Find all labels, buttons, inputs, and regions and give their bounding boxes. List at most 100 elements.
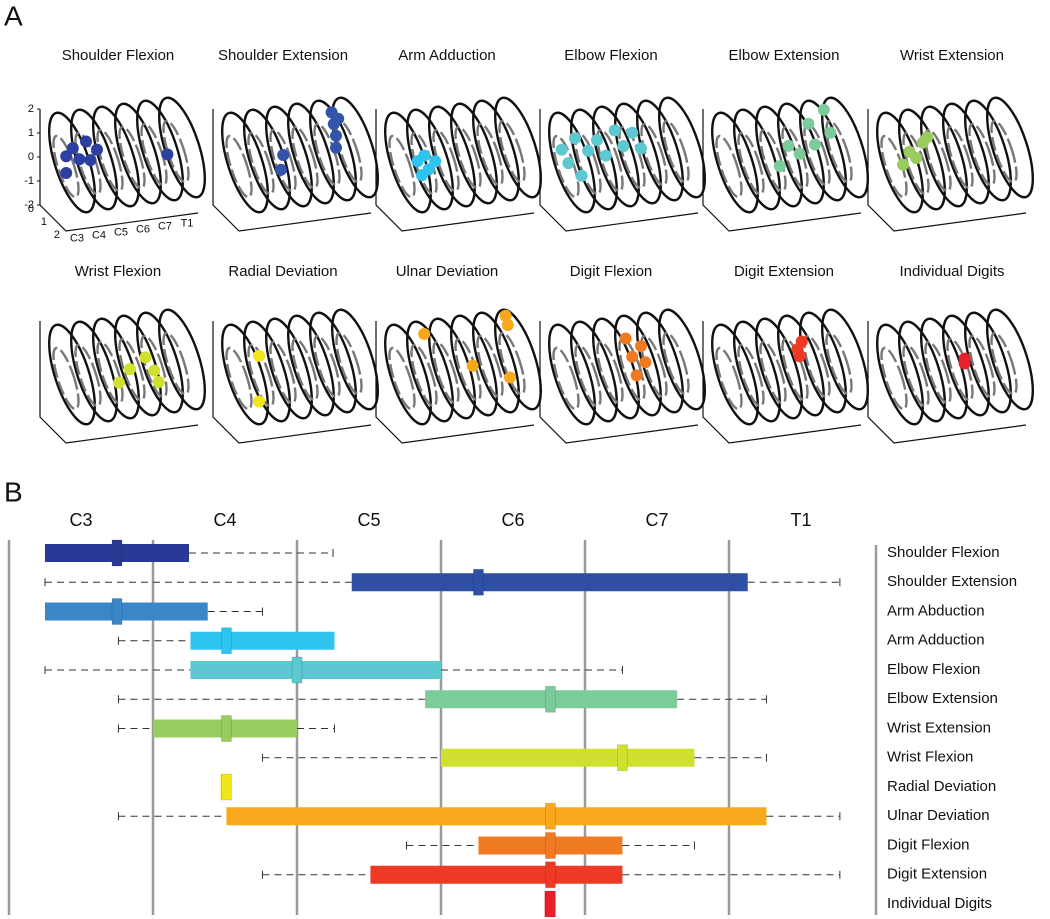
z-tick-label: 2 [54,229,60,241]
axis-frame [375,321,535,444]
cord-gray [574,343,602,408]
cord-outline [265,317,313,420]
cord-gray [162,119,190,184]
cord-gray [74,343,102,408]
median [472,568,484,596]
panel-title: Wrist Extension [900,47,1004,64]
cord-gray [946,125,974,190]
row-label: Individual Digits [887,895,992,912]
data-point [332,112,345,125]
cord-outline [136,311,184,414]
cord-outline [287,314,335,417]
cord-gray [968,122,996,187]
cord-gray [225,346,253,411]
cord-gray [476,122,504,187]
panel-title: Shoulder Extension [218,47,348,64]
cord-gray [291,337,319,402]
cord-outline [876,323,924,426]
data-point [562,157,575,170]
cord-gray [247,131,275,196]
row-label: Elbow Flexion [887,661,980,678]
median [220,715,232,742]
cord-outline [309,99,357,202]
cord-gray [269,128,297,193]
row-label: Ulnar Deviation [887,807,990,824]
median [544,890,556,918]
cord-gray [924,340,952,405]
cord-gray [618,125,646,190]
data-point [330,141,342,154]
cord-gray [990,119,1018,184]
cord-outline [799,99,847,202]
median [544,802,556,830]
cord-gray [388,346,416,411]
cord-gray [96,340,124,405]
segment-label: C5 [357,510,380,530]
box [190,661,441,679]
data-point [499,309,512,322]
panel-title: Elbow Extension [729,47,840,64]
cord-outline [70,320,118,423]
panel-title: Wrist Flexion [75,263,161,280]
cord-gray [640,122,668,187]
cord-outline [964,311,1012,414]
cord-gray [498,119,526,184]
row-label: Arm Abduction [887,602,985,619]
cord-outline [243,320,291,423]
row-label: Shoulder Flexion [887,544,1000,561]
data-point [84,154,97,167]
cord-gray [902,343,930,408]
panel-title: Radial Deviation [228,263,337,280]
data-point [60,150,73,163]
cord-outline [136,99,184,202]
cord-outline [472,99,520,202]
cord-outline [265,105,313,208]
cord-gray [990,331,1018,396]
box [351,573,748,592]
data-point [161,148,174,161]
data-point [958,357,971,370]
box [45,602,208,621]
data-point [824,126,837,139]
panel-title: Digit Flexion [570,263,653,280]
median [616,744,628,772]
cord-outline [711,111,759,214]
cord-gray [596,128,624,193]
panel-label: B [4,476,23,507]
cord-gray [759,128,787,193]
cord-gray [781,337,809,402]
cord-gray [432,340,460,405]
cord-outline [658,308,706,411]
cord-gray [924,128,952,193]
panel-label: A [4,0,23,31]
cord-outline [450,314,498,417]
cord-outline [221,111,269,214]
cord-outline [733,320,781,423]
axis-frame [212,321,372,444]
median [544,832,556,859]
data-point [802,117,815,130]
cord-gray [118,337,146,402]
cord-gray [313,334,341,399]
cord-outline [920,105,968,208]
data-point [422,163,435,176]
data-point [139,351,152,364]
cord-outline [942,314,990,417]
cord-outline [777,314,825,417]
cord-gray [388,134,416,199]
data-point [626,350,639,363]
data-point [80,135,92,148]
median [111,598,123,625]
cord-outline [309,311,357,414]
cord-outline [406,320,454,423]
cord-outline [799,311,847,414]
box [370,865,623,884]
axis-frame [375,109,535,232]
data-point [124,363,136,376]
panel-title: Individual Digits [899,263,1004,280]
cord-gray [247,343,275,408]
cord-gray [825,331,853,396]
data-point [91,143,103,156]
cord-gray [880,346,908,411]
